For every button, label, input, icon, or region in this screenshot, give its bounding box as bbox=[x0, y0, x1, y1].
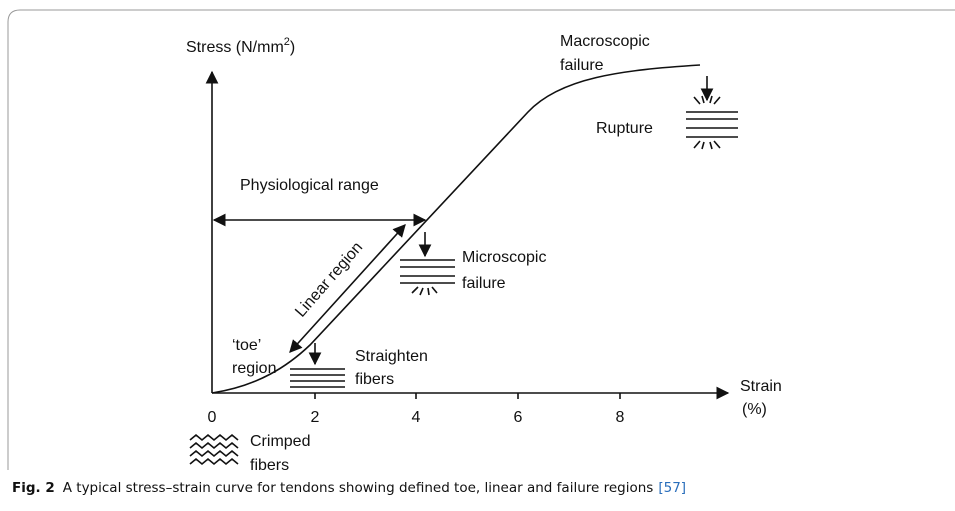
annotation: Physiological range bbox=[240, 177, 379, 194]
annotation: fibers bbox=[250, 457, 289, 474]
annotation: Rupture bbox=[596, 120, 653, 137]
straight-fibers-icon bbox=[290, 343, 345, 387]
annotation: Macroscopic bbox=[560, 33, 650, 50]
microscopic-failure-icon bbox=[400, 232, 455, 295]
caption: Fig. 2 A typical stress–strain curve for … bbox=[12, 480, 686, 496]
annotation: fibers bbox=[355, 371, 394, 388]
x-tick-label: 4 bbox=[412, 409, 421, 426]
annotation: ‘toe’ bbox=[232, 337, 261, 354]
stress-strain-curve bbox=[212, 65, 700, 393]
crimped-fibers-icon bbox=[190, 435, 238, 464]
y-axis-label: Stress (N/mm2) bbox=[186, 36, 295, 56]
annotation: failure bbox=[560, 57, 604, 74]
caption-text: A typical stress–strain curve for tendon… bbox=[63, 480, 654, 496]
x-tick-label: 2 bbox=[311, 409, 320, 426]
x-axis-label: Strain bbox=[740, 378, 782, 395]
caption-label: Fig. 2 bbox=[12, 480, 55, 496]
annotation: failure bbox=[462, 275, 506, 292]
x-tick-label: 6 bbox=[514, 409, 523, 426]
rupture-icon bbox=[686, 76, 738, 149]
x-tick-label: 8 bbox=[616, 409, 625, 426]
linear-arrow bbox=[290, 225, 405, 352]
annotation: Straighten bbox=[355, 348, 428, 365]
caption-reference[interactable]: [57] bbox=[658, 480, 686, 496]
x-axis-label: (%) bbox=[742, 401, 767, 418]
figure: 0 2 4 6 8 Stress (N/mm2) Strain (%) Phys… bbox=[0, 0, 955, 511]
frame bbox=[8, 10, 955, 470]
annotation: Microscopic bbox=[462, 249, 546, 266]
annotation: Crimped bbox=[250, 433, 310, 450]
annotation: region bbox=[232, 360, 276, 377]
y-axis-label-text: Stress (N/mm bbox=[186, 39, 284, 56]
x-ticks bbox=[315, 393, 620, 399]
x-tick-label: 0 bbox=[208, 409, 217, 426]
y-axis-label-suffix: ) bbox=[290, 39, 295, 56]
